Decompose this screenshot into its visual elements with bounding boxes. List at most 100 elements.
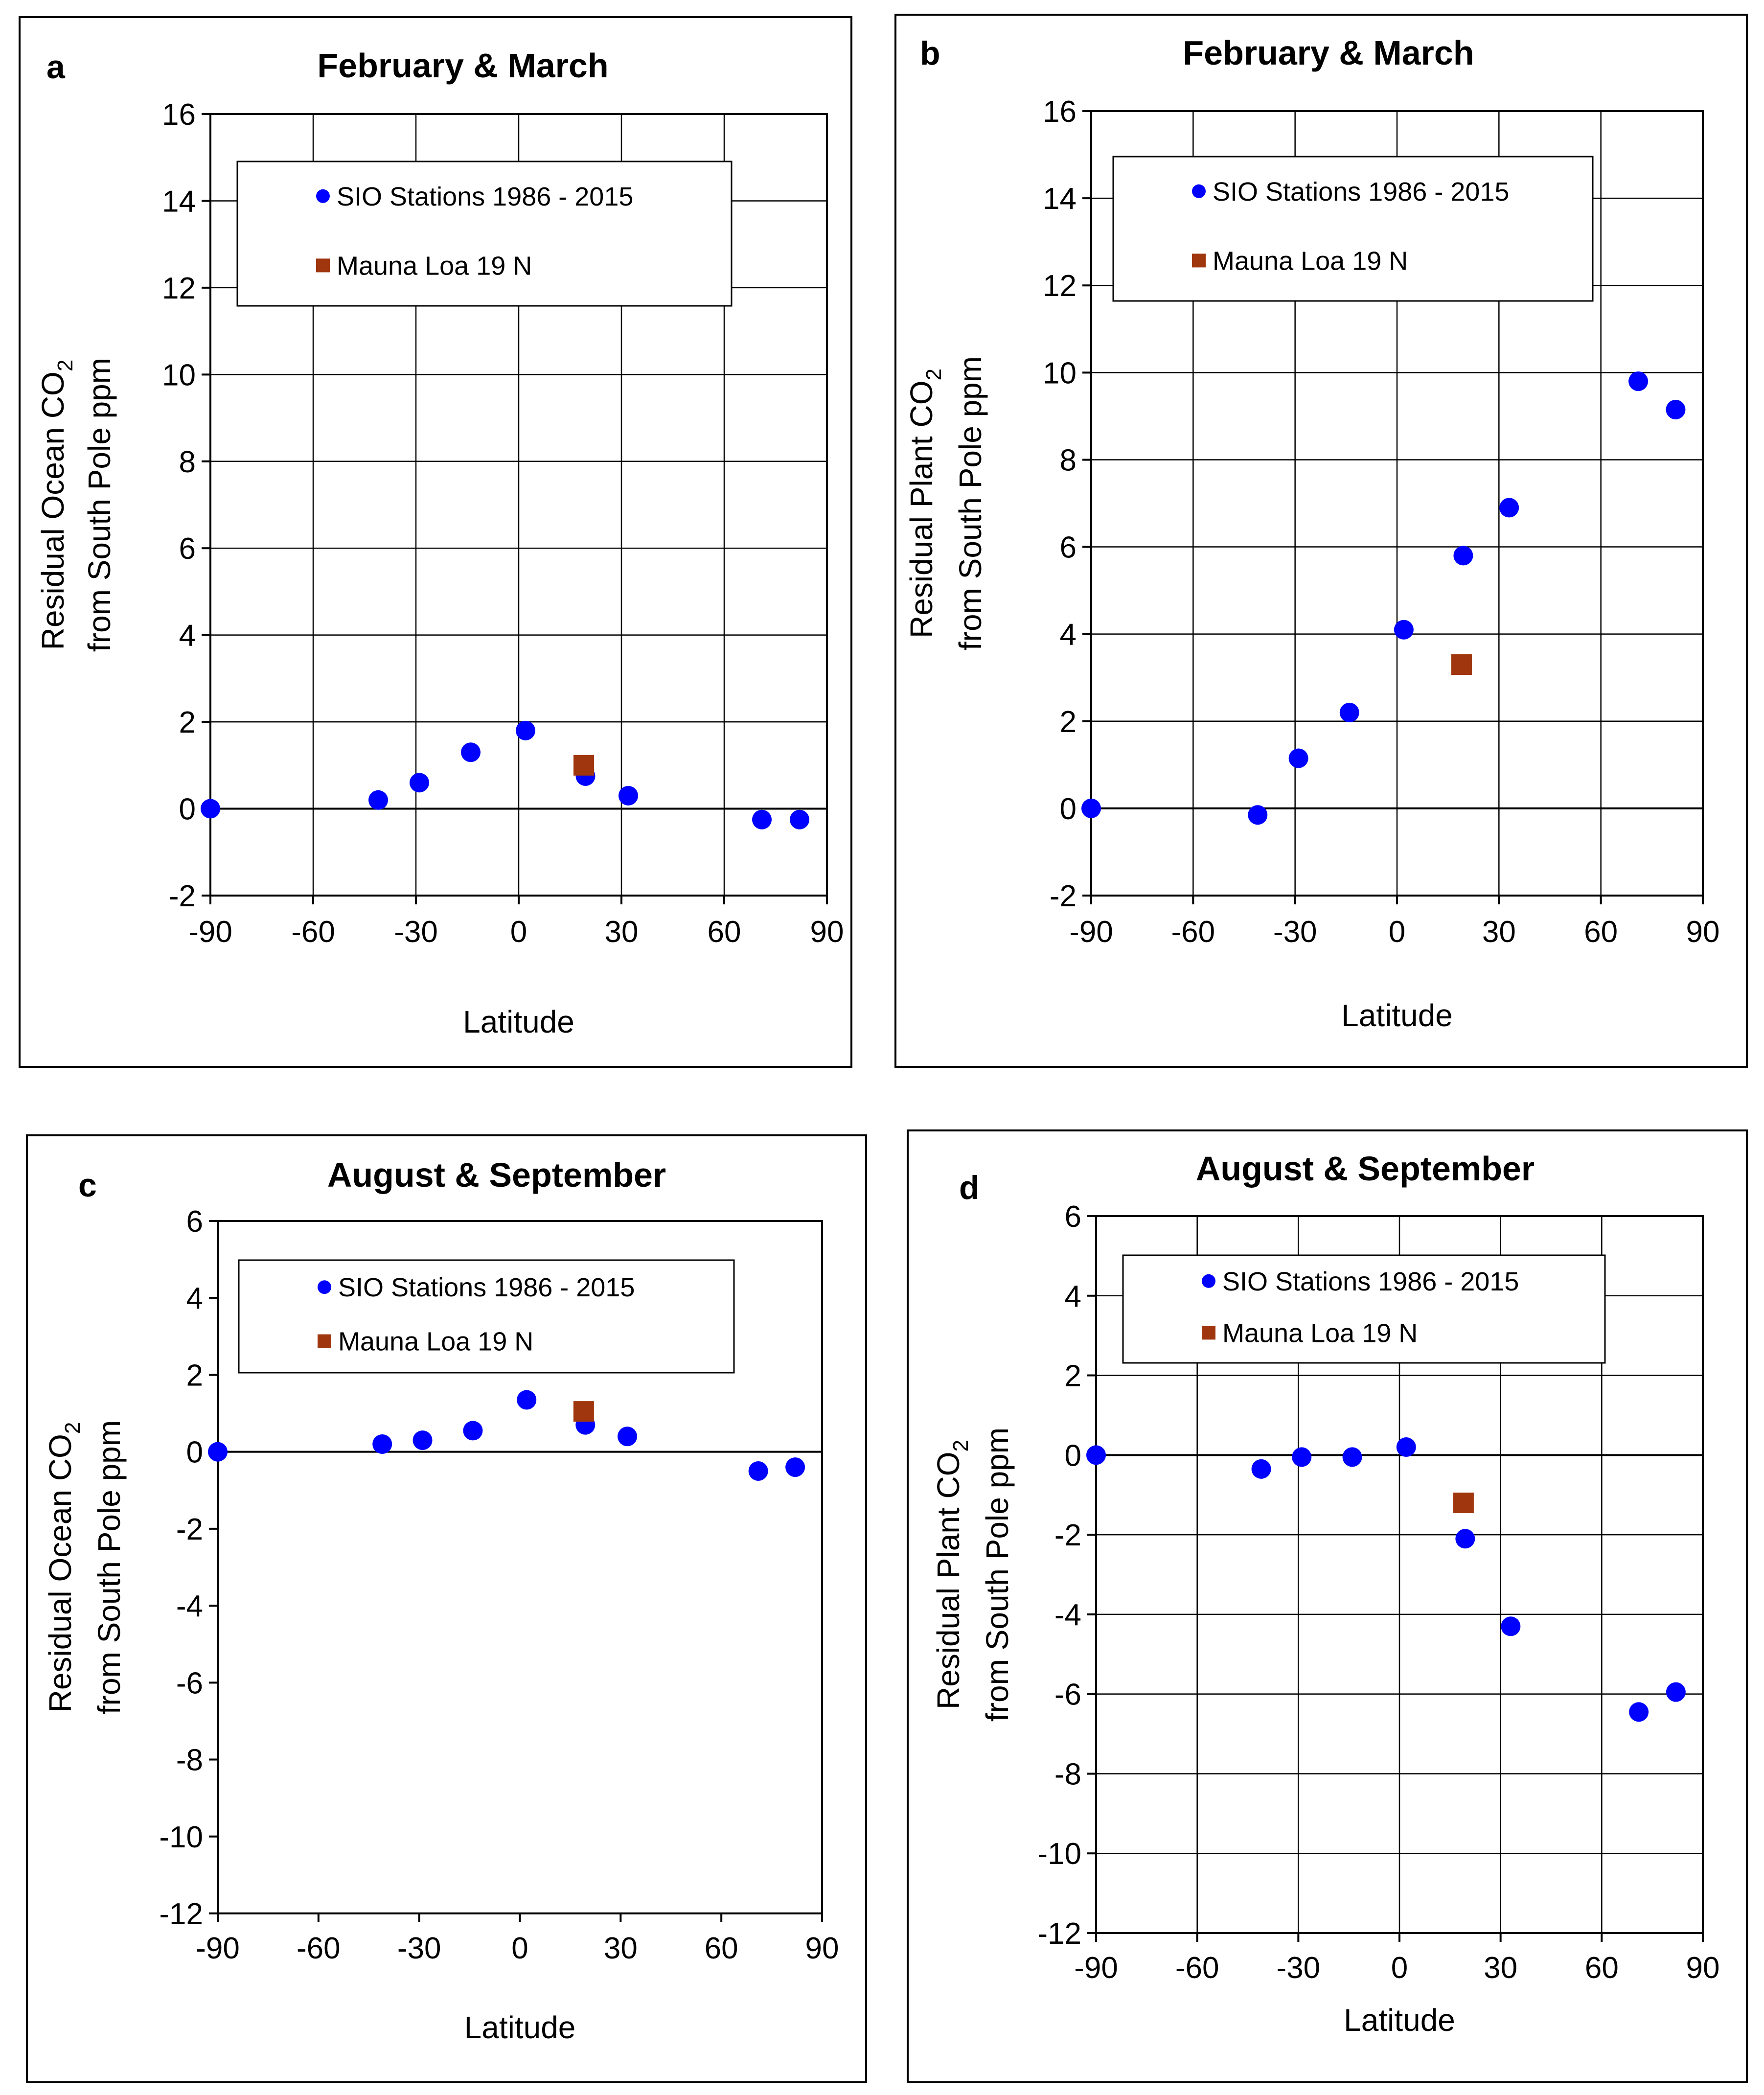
- x-tick-label: -90: [1074, 1951, 1118, 1985]
- x-tick-label: -30: [1277, 1951, 1321, 1985]
- y-tick-label: -10: [159, 1820, 203, 1854]
- x-tick-label: 0: [1391, 1951, 1408, 1985]
- legend-circle-marker: [318, 1280, 331, 1294]
- sio-station-point: [1666, 1682, 1686, 1702]
- x-tick-label: 60: [705, 1932, 738, 1965]
- panel-frame: [894, 14, 1748, 1068]
- sio-station-point: [463, 1421, 483, 1441]
- y-tick-label: -4: [1054, 1598, 1081, 1632]
- y-axis-title-line2: from South Pole ppm: [953, 356, 988, 650]
- y-tick-label: 4: [186, 1282, 203, 1315]
- panel-letter: c: [78, 1167, 97, 1204]
- y-axis-title-line2: from South Pole ppm: [82, 358, 117, 652]
- legend-square-marker: [1202, 1326, 1215, 1340]
- sio-station-point: [461, 742, 481, 762]
- y-tick-label: 0: [1060, 792, 1077, 826]
- sio-station-point: [1666, 400, 1686, 420]
- y-tick-label: 14: [1043, 182, 1077, 216]
- sio-station-point: [748, 1461, 768, 1481]
- y-tick-label: 0: [179, 793, 196, 827]
- sio-station-point: [1396, 1437, 1416, 1457]
- sio-station-point: [752, 809, 772, 829]
- y-tick-label: 2: [186, 1358, 203, 1392]
- mauna-loa-point: [1453, 1493, 1474, 1513]
- x-tick-label: -60: [291, 915, 335, 949]
- y-tick-label: 4: [1060, 618, 1077, 652]
- sio-station-point: [1248, 805, 1268, 825]
- sio-station-point: [412, 1430, 433, 1450]
- y-tick-label: 6: [1060, 531, 1077, 565]
- sio-station-point: [1501, 1616, 1521, 1636]
- x-tick-label: 90: [810, 915, 844, 949]
- sio-station-point: [790, 809, 809, 829]
- y-tick-label: -6: [176, 1666, 203, 1700]
- y-tick-label: 2: [1065, 1359, 1081, 1393]
- sio-station-point: [1251, 1459, 1271, 1479]
- y-tick-label: 8: [1060, 443, 1077, 477]
- legend-square-marker: [318, 1334, 331, 1348]
- legend-label: SIO Stations 1986 - 2015: [338, 1273, 635, 1302]
- sio-station-point: [1086, 1445, 1106, 1465]
- y-axis-title-subscript: 2: [949, 1440, 973, 1451]
- sio-station-point: [372, 1434, 392, 1454]
- y-tick-label: 8: [179, 445, 196, 479]
- chart-title: August & September: [1196, 1150, 1535, 1188]
- y-tick-label: -12: [159, 1897, 203, 1931]
- legend-label: Mauna Loa 19 N: [338, 1327, 533, 1357]
- y-axis-title-line2: from South Pole ppm: [92, 1420, 127, 1714]
- x-tick-label: 30: [1484, 1951, 1517, 1985]
- x-axis-title: Latitude: [464, 2010, 576, 2045]
- y-tick-label: -8: [176, 1744, 203, 1777]
- y-axis-title-line1: Residual Ocean CO2: [43, 1422, 85, 1713]
- sio-station-point: [1288, 748, 1308, 768]
- sio-station-point: [785, 1457, 805, 1477]
- sio-station-point: [1628, 371, 1649, 391]
- legend-label: SIO Stations 1986 - 2015: [1213, 177, 1509, 207]
- legend-square-marker: [316, 258, 330, 273]
- y-axis-title-line1: Residual Plant CO2: [931, 1440, 973, 1709]
- sio-station-point: [1453, 546, 1473, 566]
- chart-title: August & September: [327, 1156, 666, 1194]
- y-axis-title-line1: Residual Ocean CO2: [35, 360, 77, 650]
- x-tick-label: -60: [1171, 915, 1215, 949]
- y-tick-label: -2: [169, 879, 196, 913]
- sio-station-point: [208, 1442, 228, 1462]
- x-tick-label: -90: [1069, 915, 1113, 949]
- sio-station-point: [410, 773, 429, 793]
- legend-circle-marker: [316, 189, 330, 203]
- x-tick-label: 30: [604, 1932, 638, 1965]
- legend-circle-marker: [1192, 184, 1206, 198]
- y-tick-label: 6: [1065, 1200, 1081, 1234]
- legend-label: SIO Stations 1986 - 2015: [337, 182, 633, 211]
- legend-box: [1122, 1254, 1606, 1364]
- x-tick-label: 0: [511, 1932, 528, 1965]
- panel-c: c August & September -12 -10 -8 -6 -4 -2 0 2 4 6 -90…: [26, 1134, 867, 2083]
- y-axis-title-subscript: 2: [922, 368, 946, 380]
- y-axis-title-line2: from South Pole ppm: [980, 1427, 1015, 1722]
- panel-letter: a: [46, 48, 66, 86]
- y-tick-label: 12: [1043, 269, 1077, 303]
- x-tick-label: -30: [1273, 915, 1317, 949]
- y-tick-label: 2: [179, 706, 196, 739]
- sio-station-point: [1629, 1702, 1649, 1722]
- y-tick-label: 14: [162, 184, 196, 218]
- sio-station-point: [1499, 498, 1519, 518]
- mauna-loa-point: [573, 755, 594, 776]
- y-tick-label: -4: [176, 1589, 203, 1623]
- sio-station-point: [517, 1390, 537, 1410]
- x-axis-title: Latitude: [1344, 2003, 1455, 2038]
- sio-station-point: [1339, 702, 1359, 722]
- sio-station-point: [1342, 1447, 1362, 1467]
- sio-station-point: [1081, 798, 1101, 818]
- x-tick-label: 0: [510, 915, 527, 949]
- x-tick-label: -60: [297, 1932, 341, 1965]
- panel-a: a February & March -2 0 2 4 6 8 10 12 14 16 -90 -60 -3…: [19, 16, 852, 1068]
- legend-label: Mauna Loa 19 N: [1222, 1318, 1418, 1348]
- mauna-loa-point: [573, 1401, 594, 1422]
- y-tick-label: 16: [1043, 95, 1077, 129]
- y-tick-label: 10: [1043, 356, 1077, 390]
- panel-b: b February & March -2 0 2 4 6 8 10 12 14 16 -90 -60 -3…: [894, 14, 1748, 1068]
- y-tick-label: 4: [1065, 1280, 1081, 1313]
- x-axis-title: Latitude: [1341, 998, 1453, 1033]
